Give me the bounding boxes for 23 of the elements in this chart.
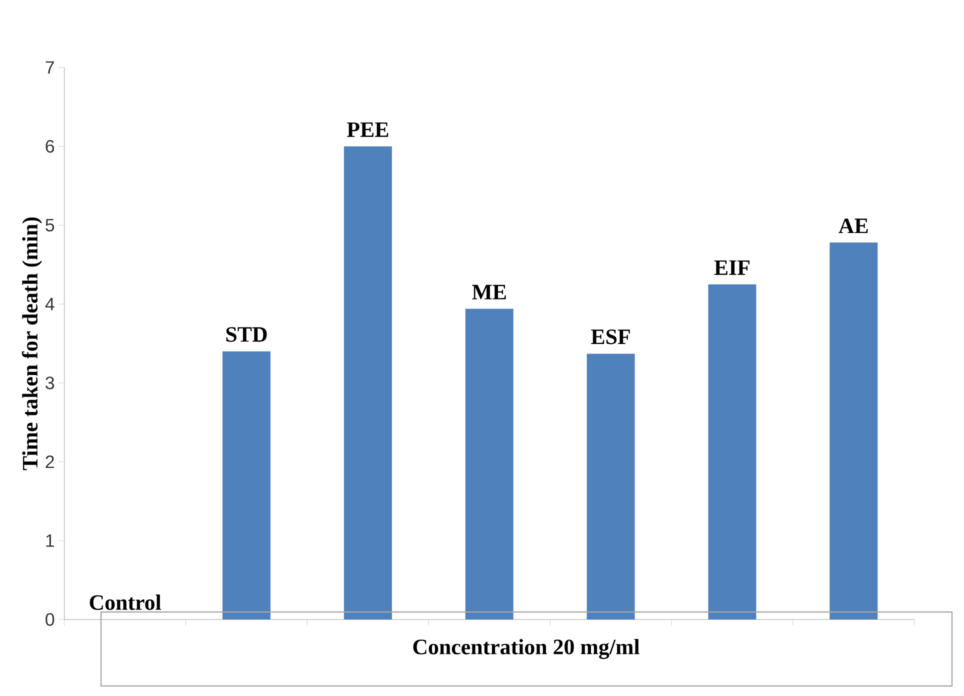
x-tick-label: PEE bbox=[346, 122, 388, 137]
x-axis-title: Concentration 20 mg/ml bbox=[413, 638, 640, 660]
y-tick-label: 2 bbox=[46, 456, 54, 468]
x-tick-label: ME bbox=[472, 284, 506, 300]
bar bbox=[344, 146, 392, 620]
y-tick-label: 7 bbox=[46, 61, 54, 74]
bar bbox=[586, 354, 635, 620]
bar bbox=[830, 242, 878, 620]
bar bbox=[708, 284, 756, 620]
bar bbox=[222, 351, 271, 620]
y-tick-label: 6 bbox=[46, 140, 54, 153]
x-tick-label: AE bbox=[838, 218, 868, 234]
x-tick-label: ESF bbox=[591, 330, 630, 344]
y-axis-title: Time taken for death (min) bbox=[22, 217, 42, 470]
x-tick-label: EIF bbox=[714, 260, 750, 275]
y-tick-label: 0 bbox=[46, 613, 54, 626]
y-tick-label: 1 bbox=[46, 534, 54, 547]
y-tick-label: 5 bbox=[46, 218, 54, 232]
y-tick-label: 3 bbox=[46, 376, 54, 390]
x-tick-label: Control bbox=[90, 594, 162, 610]
x-tick-label: STD bbox=[226, 327, 267, 342]
bar bbox=[465, 308, 514, 620]
y-tick-label: 4 bbox=[45, 298, 54, 310]
